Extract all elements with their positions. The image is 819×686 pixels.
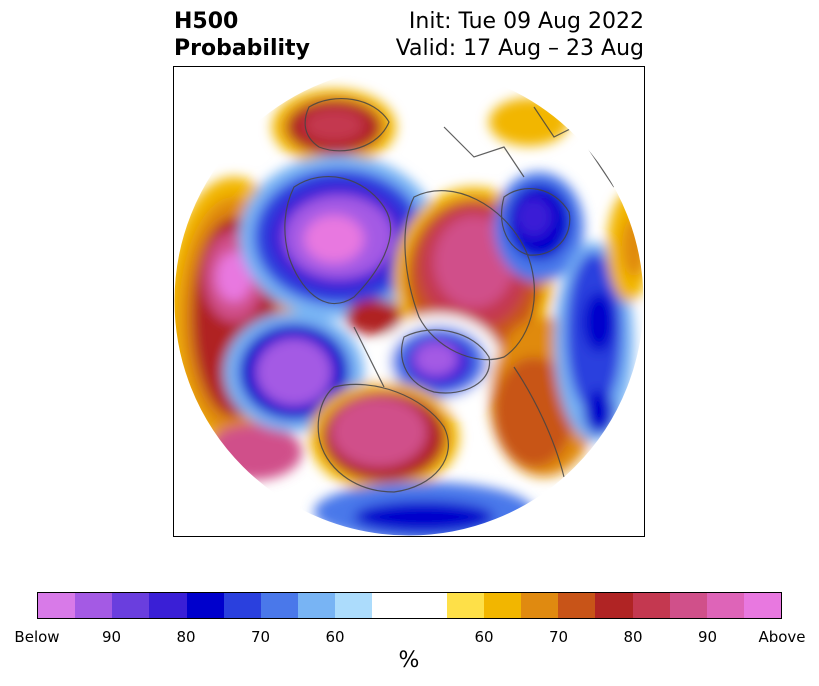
colorbar-segment	[298, 593, 336, 618]
colorbar-tick-label: Below	[14, 628, 60, 646]
colorbar-tick-label: 80	[176, 628, 196, 646]
colorbar-tick-label: 90	[101, 628, 122, 646]
colorbar-segment	[446, 593, 484, 618]
colorbar-tick-label: Above	[758, 628, 806, 646]
colorbar-segment	[75, 593, 113, 618]
init-date: Init: Tue 09 Aug 2022	[408, 9, 644, 34]
title-line-1: H500	[174, 9, 239, 34]
colorbar-segment	[112, 593, 150, 618]
colorbar-segment	[743, 593, 782, 618]
colorbar-tick-label: 70	[548, 628, 569, 646]
colorbar	[37, 592, 782, 619]
colorbar-segment	[409, 593, 447, 618]
colorbar-segment	[632, 593, 670, 618]
probability-map	[173, 66, 645, 537]
colorbar-tick-label: 90	[697, 628, 718, 646]
coastlines	[284, 98, 615, 493]
forecast-dates: Init: Tue 09 Aug 2022 Valid: 17 Aug – 23…	[396, 8, 644, 62]
colorbar-segment	[521, 593, 559, 618]
colorbar-segment	[223, 593, 261, 618]
polar-map-canvas	[174, 67, 644, 536]
anomaly-field	[174, 67, 644, 536]
colorbar-segment	[186, 593, 224, 618]
colorbar-segment	[38, 593, 76, 618]
valid-dates: Valid: 17 Aug – 23 Aug	[395, 36, 644, 61]
colorbar-segment	[558, 593, 596, 618]
colorbar-segment	[335, 593, 373, 618]
colorbar-tick-label: 80	[623, 628, 643, 646]
colorbar-tick-label: 70	[250, 628, 271, 646]
colorbar-segment	[669, 593, 707, 618]
colorbar-segment	[260, 593, 299, 618]
colorbar-segment	[149, 593, 187, 618]
colorbar-segment	[372, 593, 410, 618]
colorbar-segment	[706, 593, 744, 618]
colorbar-tick-label: 60	[474, 628, 494, 646]
title-line-2: Probability	[174, 36, 310, 61]
colorbar-tick-label: 60	[325, 628, 345, 646]
colorbar-segment	[483, 593, 522, 618]
colorbar-segment	[595, 593, 633, 618]
map-title: H500 Probability	[174, 8, 310, 62]
unit-label: %	[398, 648, 420, 673]
